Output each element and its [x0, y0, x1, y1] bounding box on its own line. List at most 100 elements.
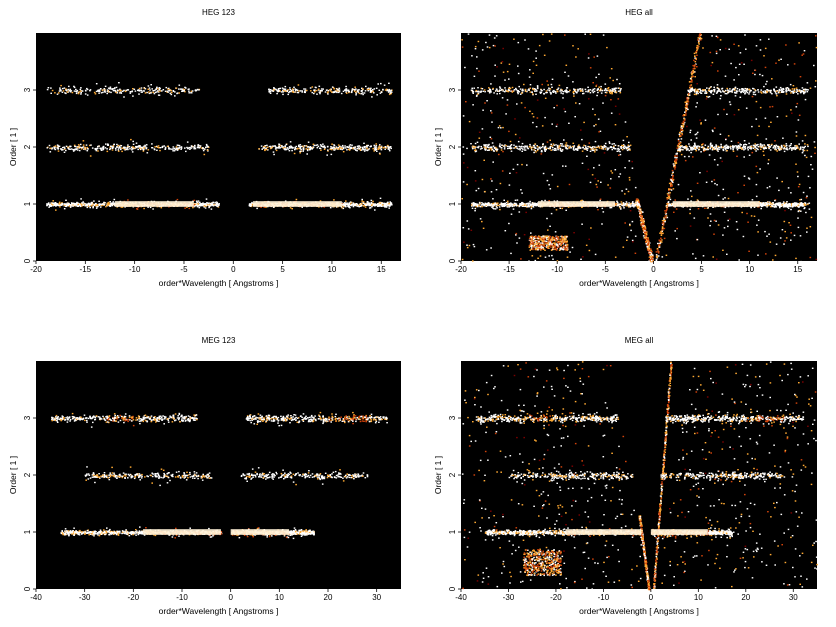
event-point [696, 66, 698, 68]
event-point [610, 170, 612, 172]
event-point [302, 147, 305, 149]
event-point [565, 142, 568, 144]
event-point [481, 205, 483, 208]
event-point [261, 148, 263, 150]
event-point [495, 189, 498, 191]
event-point [751, 95, 754, 98]
event-point [265, 206, 267, 208]
event-point [65, 149, 67, 152]
event-point [546, 217, 548, 220]
event-point [509, 140, 512, 143]
event-point [118, 92, 121, 94]
event-point [561, 242, 564, 244]
event-point [81, 204, 83, 206]
event-point [78, 203, 81, 206]
event-point [746, 212, 748, 215]
event-point [214, 204, 216, 206]
event-point [80, 203, 82, 205]
event-point [541, 240, 544, 243]
event-point [774, 140, 776, 142]
event-point [599, 87, 602, 90]
event-point [614, 105, 617, 107]
event-point [198, 89, 200, 91]
event-point [666, 203, 669, 205]
event-point [107, 144, 110, 146]
event-point [84, 93, 87, 95]
event-point [63, 208, 66, 210]
event-point [351, 89, 353, 91]
event-point [489, 136, 492, 138]
event-point [82, 201, 84, 203]
event-point [318, 85, 321, 87]
event-point [737, 141, 740, 144]
event-point [83, 146, 86, 148]
event-point [668, 197, 670, 200]
event-point [379, 153, 381, 155]
event-point [566, 240, 568, 242]
event-point [538, 44, 541, 47]
event-point [575, 56, 577, 58]
event-point [381, 202, 383, 205]
event-point [533, 243, 536, 245]
event-point [284, 88, 287, 90]
event-point [367, 149, 369, 151]
event-point [356, 203, 358, 205]
event-point [73, 149, 76, 151]
event-point [186, 146, 188, 149]
event-point [621, 190, 623, 192]
event-point [373, 204, 376, 207]
event-point [55, 202, 57, 205]
event-point [373, 144, 376, 147]
event-point [687, 108, 689, 111]
event-point [743, 175, 746, 177]
event-point [685, 101, 688, 103]
chart-title: HEG all [625, 8, 653, 17]
event-point [148, 87, 151, 89]
event-point [343, 203, 345, 205]
event-point [210, 204, 212, 207]
event-point [682, 114, 684, 117]
event-point [143, 90, 146, 92]
event-point [384, 204, 387, 206]
event-point [561, 246, 564, 248]
event-point [785, 93, 788, 95]
event-point [285, 143, 288, 146]
event-point [666, 197, 668, 199]
event-point [763, 154, 765, 156]
event-point [70, 90, 73, 92]
event-point [502, 47, 504, 50]
event-point [578, 103, 581, 105]
event-point [547, 229, 549, 231]
event-point [588, 142, 591, 144]
event-point [490, 110, 492, 112]
event-point [771, 78, 773, 80]
event-point [269, 92, 272, 94]
event-point [691, 71, 693, 73]
event-point [595, 123, 597, 126]
event-point [49, 203, 51, 206]
event-point [170, 89, 172, 92]
event-point [364, 90, 367, 92]
event-point [483, 159, 485, 161]
event-point [89, 206, 91, 209]
event-point [107, 204, 109, 206]
event-point [146, 91, 148, 94]
event-point [486, 100, 488, 102]
event-point [767, 159, 770, 161]
event-point [103, 203, 106, 205]
event-point [176, 198, 179, 201]
event-point [801, 54, 803, 56]
event-point [799, 76, 802, 78]
event-point [502, 126, 504, 129]
event-point [180, 148, 182, 150]
event-point [565, 64, 568, 66]
event-point [628, 176, 631, 179]
event-point [462, 227, 465, 229]
event-point [344, 89, 346, 91]
event-point [356, 150, 358, 152]
event-point [596, 55, 599, 57]
event-point [87, 204, 89, 206]
event-point [190, 92, 192, 94]
event-point [297, 84, 300, 86]
event-point [730, 140, 733, 142]
